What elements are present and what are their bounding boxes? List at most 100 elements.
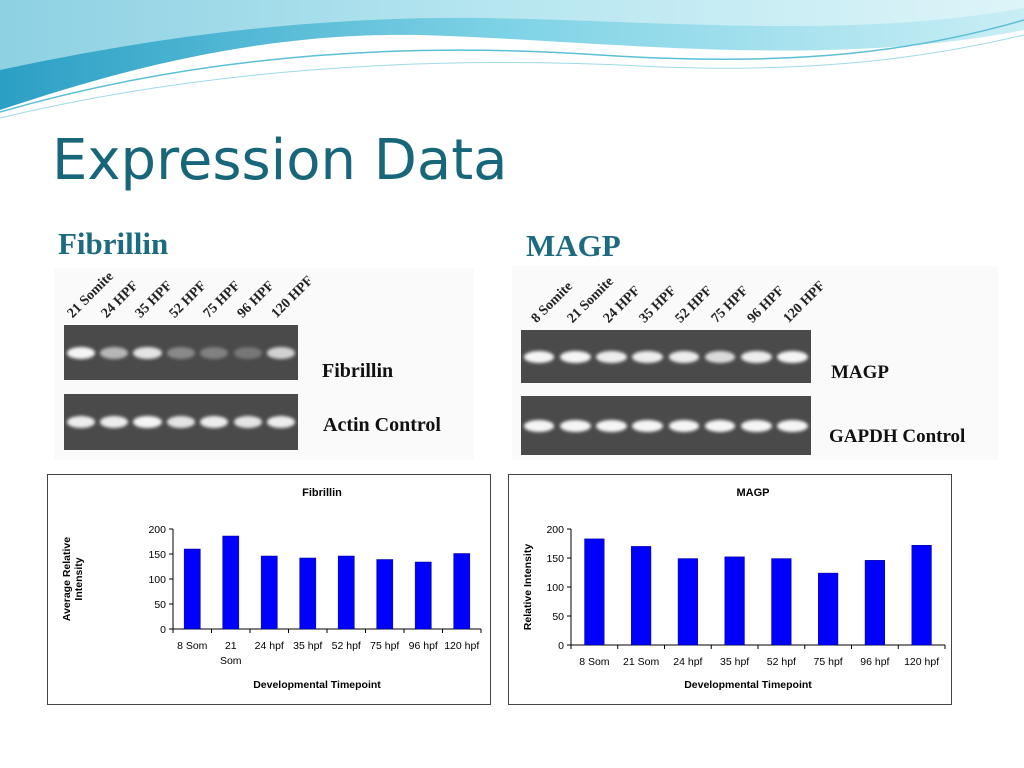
actin-gel-image xyxy=(64,394,298,450)
magp-heading: MAGP xyxy=(526,228,621,263)
fibrillin-band xyxy=(166,346,196,359)
y-tick-label: 50 xyxy=(552,611,564,623)
gapdh-band xyxy=(777,419,808,432)
x-tick-label: 120 hpf xyxy=(904,656,939,668)
magp-gel-caption: MAGP xyxy=(831,362,890,383)
gapdh-gel-image xyxy=(521,396,811,455)
actin-band xyxy=(266,416,296,428)
fibrillin-band xyxy=(266,346,296,359)
gapdh-band xyxy=(740,419,772,432)
x-tick-label: 35 hpf xyxy=(720,656,749,668)
fibrillin-band xyxy=(200,346,229,359)
x-tick-label: 96 hpf xyxy=(860,656,889,668)
bar xyxy=(724,556,745,646)
header-wave-decoration xyxy=(0,0,1024,119)
bar xyxy=(337,555,355,630)
x-axis-label: Developmental Timepoint xyxy=(684,679,812,691)
magp-band xyxy=(704,350,736,363)
bar xyxy=(260,555,278,630)
bar xyxy=(911,544,932,646)
fibrillin-gel-image xyxy=(64,325,298,380)
fibrillin-lane-label: 75 HPF xyxy=(200,278,244,322)
magp-gel-image xyxy=(521,330,811,383)
x-tick-label: 8 Som xyxy=(177,640,208,652)
y-tick-label: 150 xyxy=(546,553,564,565)
actin-band xyxy=(200,416,229,428)
magp-band xyxy=(523,350,555,363)
magp-lane-label: 96 HPF xyxy=(744,283,788,327)
magp-band xyxy=(668,350,700,363)
bar xyxy=(222,535,240,630)
bar xyxy=(818,572,839,646)
magp-lane-label: 75 HPF xyxy=(708,283,752,327)
actin-band xyxy=(133,416,162,428)
fibrillin-band xyxy=(66,346,95,359)
magp-lane-label: 52 HPF xyxy=(672,283,716,327)
x-tick-label: 35 hpf xyxy=(293,640,322,652)
gapdh-band xyxy=(596,419,627,432)
bar xyxy=(299,557,317,630)
y-axis-label: Average RelativeIntensity xyxy=(61,537,85,621)
x-axis-label: Developmental Timepoint xyxy=(253,679,381,691)
chart-title: MAGP xyxy=(737,487,770,499)
slide-title: Expression Data xyxy=(52,128,508,193)
fibrillin-bar-chart: Fibrillin 0 50 100 150 200 8 Som 21 Som 24 hpf 35 … xyxy=(61,487,482,691)
magp-chart: MAGP 0 50 100 150 200 8 Som 21 Som 24 hpf 35 hpf 5… xyxy=(508,474,952,705)
gapdh-band xyxy=(559,419,591,432)
x-tick-label: 21 Som xyxy=(623,656,659,668)
y-tick-label: 0 xyxy=(558,640,564,652)
fibrillin-gel-caption: Fibrillin xyxy=(322,360,394,382)
magp-band xyxy=(596,350,627,363)
magp-band xyxy=(777,350,808,363)
y-tick-label: 200 xyxy=(148,524,166,536)
gapdh-band xyxy=(668,419,700,432)
actin-gel-caption: Actin Control xyxy=(323,414,441,436)
x-tick-label: 21 Som xyxy=(220,640,242,667)
y-tick-label: 150 xyxy=(148,549,166,561)
x-tick-label: 75 hpf xyxy=(814,656,843,668)
y-axis-label: Relative Intensity xyxy=(522,544,534,631)
x-tick-label: 96 hpf xyxy=(409,640,438,652)
gapdh-band xyxy=(632,419,664,432)
chart-title: Fibrillin xyxy=(302,487,342,499)
fibrillin-lane-label: 120 HPF xyxy=(268,273,317,322)
magp-lane-label: 120 HPF xyxy=(780,278,829,327)
gapdh-gel-caption: GAPDH Control xyxy=(829,426,966,447)
magp-band xyxy=(559,350,591,363)
y-tick-label: 100 xyxy=(546,582,564,594)
x-tick-label: 24 hpf xyxy=(255,640,284,652)
y-tick-label: 200 xyxy=(546,524,564,536)
y-tick-label: 0 xyxy=(160,624,166,636)
gapdh-band xyxy=(704,419,736,432)
fibrillin-heading: Fibrillin xyxy=(58,226,169,261)
bar xyxy=(584,538,605,646)
x-tick-label: 8 Som xyxy=(579,656,610,668)
fibrillin-lane-label: 52 HPF xyxy=(166,278,210,322)
bar xyxy=(453,553,471,630)
magp-bar-chart: MAGP 0 50 100 150 200 8 Som 21 Som 24 hpf 35 hpf 5… xyxy=(522,487,946,691)
bar xyxy=(414,561,432,630)
bar xyxy=(631,546,652,646)
fibrillin-band xyxy=(133,346,162,359)
actin-band xyxy=(66,416,95,428)
fibrillin-band xyxy=(233,346,262,359)
x-tick-label: 52 hpf xyxy=(767,656,796,668)
magp-band xyxy=(632,350,664,363)
bar xyxy=(376,559,394,630)
x-tick-label: 24 hpf xyxy=(673,656,702,668)
y-tick-label: 100 xyxy=(148,574,166,586)
x-tick-label: 75 hpf xyxy=(370,640,399,652)
actin-band xyxy=(166,416,196,428)
magp-gel-panel: 8 Somite 21 Somite 24 HPF 35 HPF 52 HPF 75 HP… xyxy=(512,266,998,460)
bar xyxy=(183,548,201,630)
bar xyxy=(864,560,885,646)
fibrillin-chart: Fibrillin 0 50 100 150 200 8 Som 21 Som 24 hpf 35 … xyxy=(47,474,491,705)
gapdh-band xyxy=(523,419,555,432)
actin-band xyxy=(233,416,262,428)
fibrillin-lane-label: 96 HPF xyxy=(234,278,278,322)
fibrillin-gel-panel: 21 Somite 24 HPF 35 HPF 52 HPF 75 HPF 96 HPF 1… xyxy=(54,268,474,460)
bar xyxy=(677,558,698,646)
x-tick-label: 52 hpf xyxy=(332,640,361,652)
x-tick-label: 120 hpf xyxy=(444,640,479,652)
fibrillin-band xyxy=(99,346,129,359)
